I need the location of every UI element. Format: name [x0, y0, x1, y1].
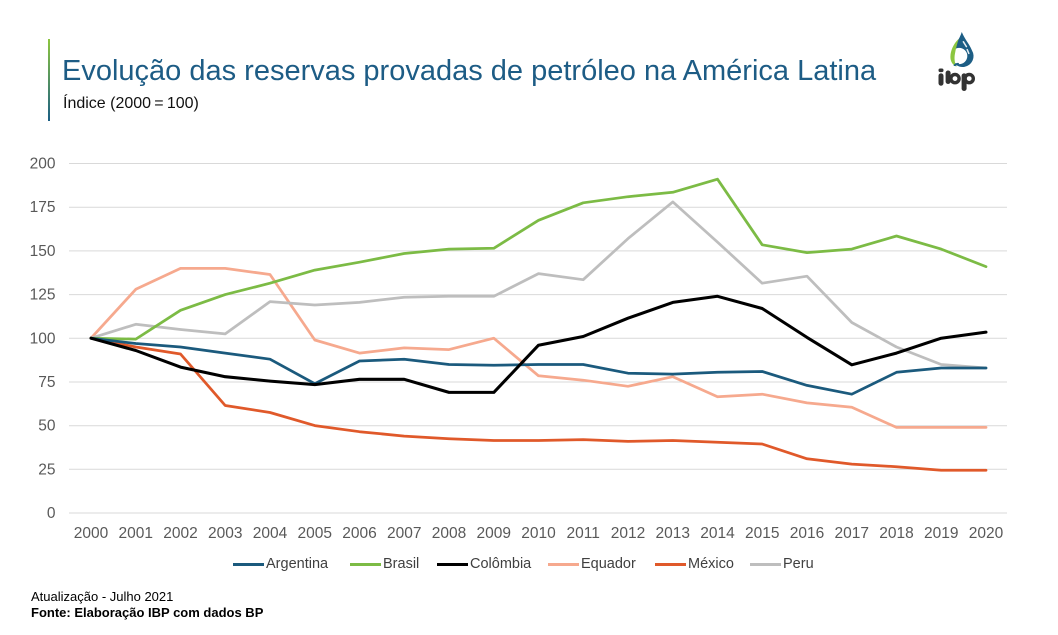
- svg-text:2001: 2001: [119, 525, 153, 542]
- svg-text:2005: 2005: [298, 525, 332, 542]
- svg-text:2016: 2016: [790, 525, 824, 542]
- svg-text:2018: 2018: [879, 525, 913, 542]
- svg-text:75: 75: [38, 374, 55, 391]
- svg-text:2013: 2013: [656, 525, 690, 542]
- svg-text:2004: 2004: [253, 525, 288, 542]
- svg-text:2010: 2010: [521, 525, 556, 542]
- svg-text:50: 50: [38, 418, 56, 435]
- svg-text:175: 175: [30, 199, 56, 216]
- svg-text:2000: 2000: [74, 525, 109, 542]
- svg-text:2017: 2017: [835, 525, 869, 542]
- svg-text:150: 150: [30, 243, 56, 260]
- svg-text:2002: 2002: [163, 525, 197, 542]
- svg-text:200: 200: [30, 156, 56, 173]
- svg-text:0: 0: [47, 505, 56, 522]
- svg-text:2009: 2009: [477, 525, 511, 542]
- svg-text:2012: 2012: [611, 525, 645, 542]
- svg-text:2003: 2003: [208, 525, 242, 542]
- svg-text:2008: 2008: [432, 525, 466, 542]
- svg-text:2020: 2020: [969, 525, 1004, 542]
- svg-text:2007: 2007: [387, 525, 421, 542]
- svg-text:125: 125: [30, 287, 56, 304]
- svg-text:2019: 2019: [924, 525, 958, 542]
- svg-text:2015: 2015: [745, 525, 779, 542]
- svg-text:100: 100: [30, 330, 56, 347]
- svg-text:2014: 2014: [700, 525, 735, 542]
- svg-text:2006: 2006: [342, 525, 376, 542]
- svg-text:25: 25: [38, 461, 55, 478]
- svg-text:2011: 2011: [567, 525, 600, 542]
